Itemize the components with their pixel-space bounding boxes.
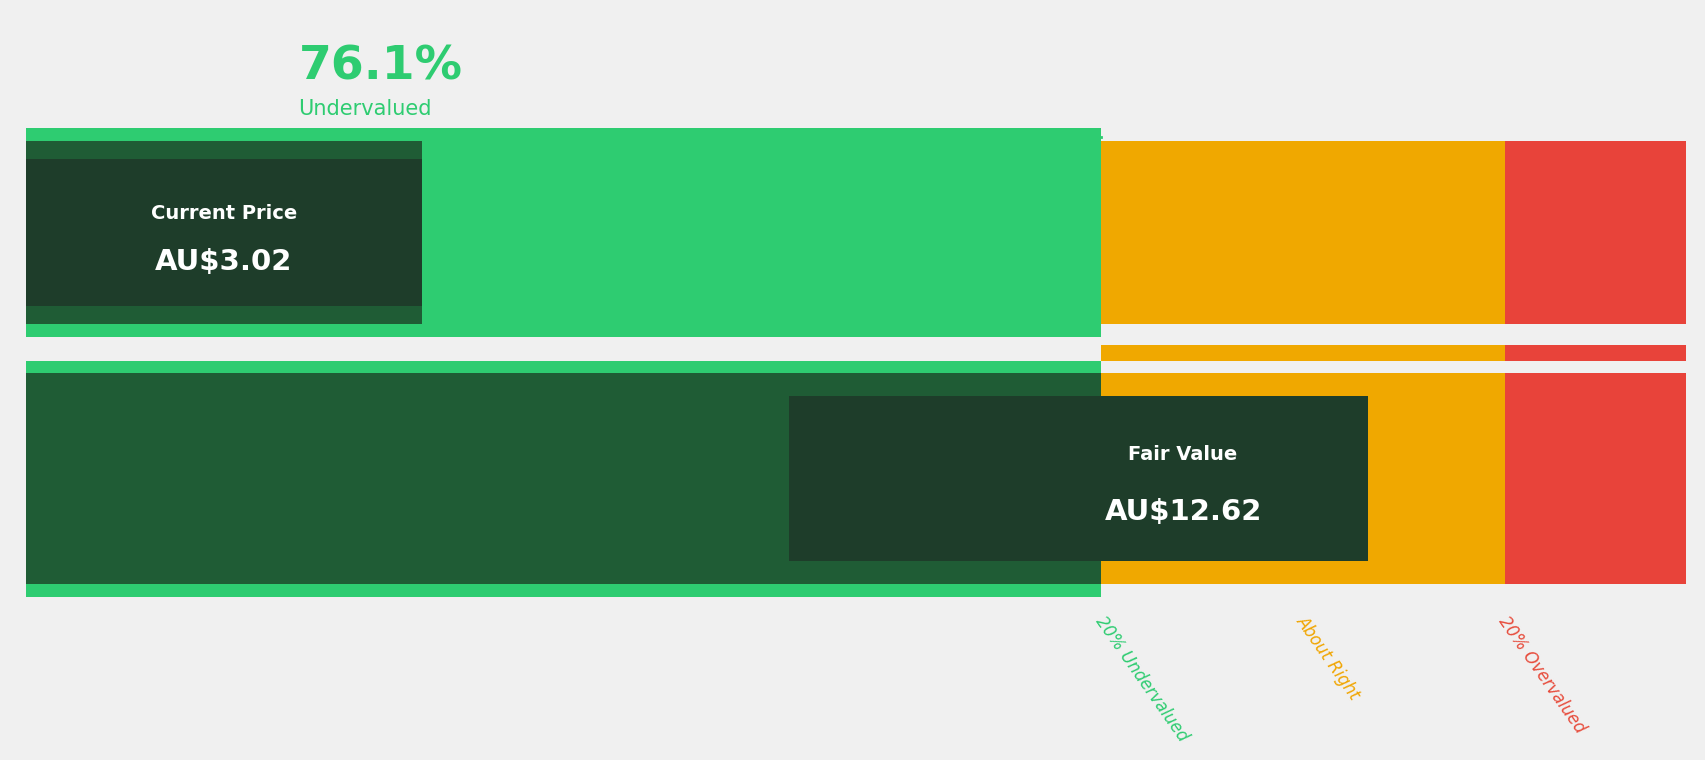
- Bar: [26, 141, 1101, 324]
- Text: Fair Value: Fair Value: [1127, 445, 1238, 464]
- Text: Current Price: Current Price: [150, 204, 297, 223]
- Bar: [1301, 373, 1504, 584]
- Bar: [1301, 141, 1504, 324]
- Bar: [26, 128, 1101, 141]
- Bar: [1101, 141, 1301, 324]
- Text: 76.1%: 76.1%: [298, 44, 462, 90]
- Bar: [1301, 345, 1504, 360]
- Bar: [1504, 345, 1685, 360]
- Bar: [1101, 373, 1301, 584]
- Text: 20% Overvalued: 20% Overvalued: [1494, 613, 1587, 736]
- Text: AU$3.02: AU$3.02: [155, 248, 293, 276]
- Bar: [26, 324, 1101, 337]
- Bar: [26, 373, 1101, 584]
- Bar: [26, 584, 1101, 597]
- Text: Undervalued: Undervalued: [298, 99, 431, 119]
- Bar: [26, 141, 423, 324]
- Text: AU$12.62: AU$12.62: [1103, 498, 1262, 526]
- Bar: [1101, 345, 1301, 360]
- Bar: [1504, 141, 1685, 324]
- Bar: [26, 360, 1101, 373]
- Bar: [1504, 373, 1685, 584]
- Bar: [26, 159, 423, 306]
- Bar: [789, 397, 1367, 561]
- Text: About Right: About Right: [1292, 613, 1362, 703]
- Text: 20% Undervalued: 20% Undervalued: [1091, 613, 1190, 745]
